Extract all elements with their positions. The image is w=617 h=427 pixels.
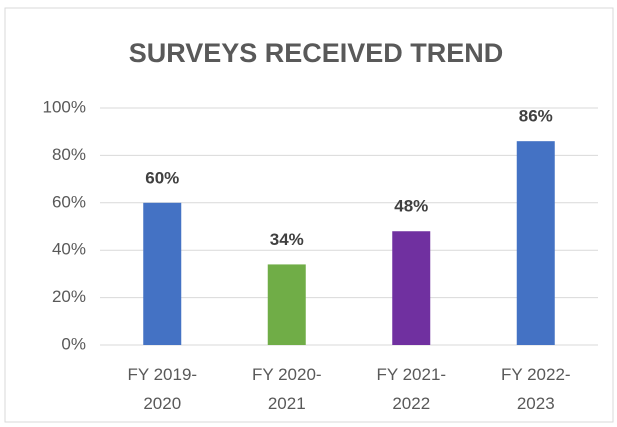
x-tick-label: FY 2020-2021 (252, 365, 322, 413)
x-tick-label: FY 2019-2020 (127, 365, 197, 413)
y-tick-label: 40% (52, 240, 86, 259)
chart-frame (4, 7, 614, 423)
data-label: 34% (270, 230, 304, 249)
y-tick-label: 100% (43, 97, 86, 116)
bar (143, 202, 182, 345)
y-tick-label: 60% (52, 192, 86, 211)
y-tick-label: 80% (52, 145, 86, 164)
x-tick-label: FY 2021-2022 (376, 365, 446, 413)
bar (267, 264, 306, 345)
data-label: 60% (145, 168, 179, 187)
data-label: 86% (519, 107, 553, 126)
y-tick-label: 20% (52, 287, 86, 306)
y-tick-label: 0% (61, 334, 86, 353)
bar (516, 141, 555, 345)
bar (392, 231, 431, 345)
x-tick-label: FY 2022-2023 (501, 365, 571, 413)
data-label: 48% (394, 197, 428, 216)
chart-title: SURVEYS RECEIVED TREND (129, 38, 504, 68)
